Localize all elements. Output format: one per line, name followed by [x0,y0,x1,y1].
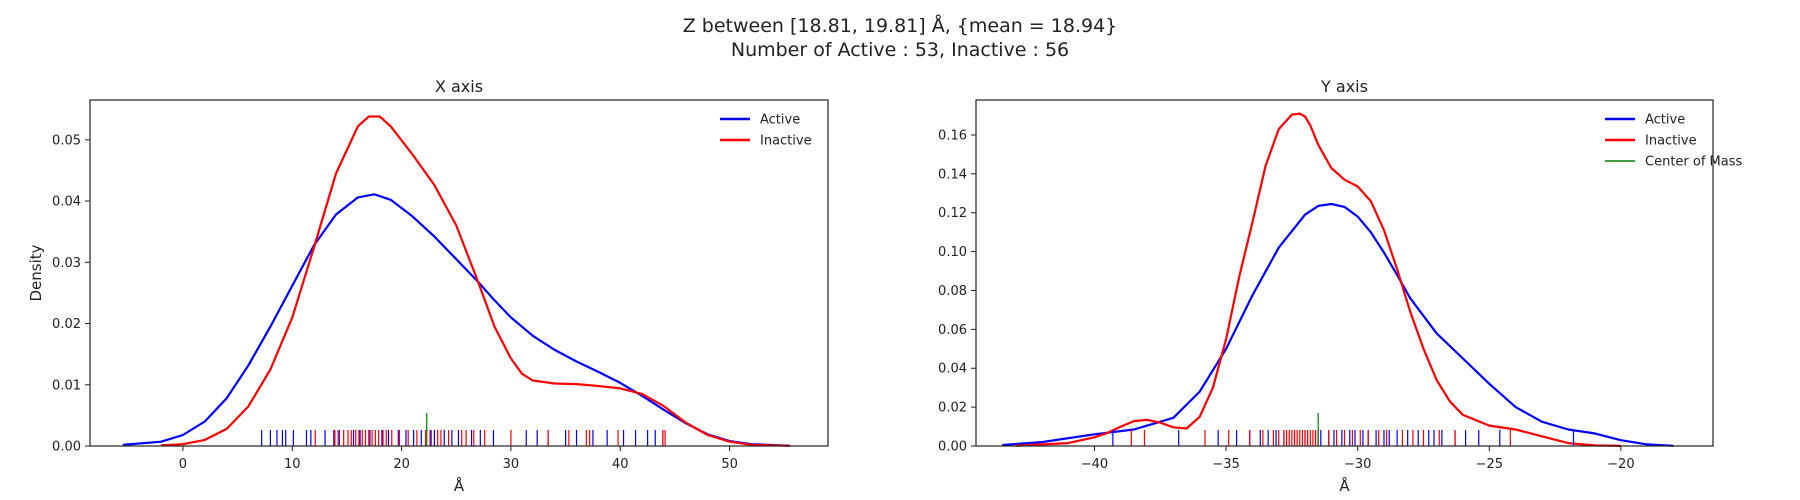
y-tick-label: 0.00 [938,440,967,455]
y-tick-label: 0.12 [938,206,967,221]
plot-frame [89,99,829,447]
y-axis-panel: Y axis −40 −35 −30 −25 −20 0.00 0.02 0.04 0.06 0.0… [938,77,1742,495]
x-tick-label: 20 [393,457,410,472]
x-tick-label: 10 [284,457,301,472]
x-tick-label: 40 [612,457,629,472]
x-tick-label: −30 [1344,457,1371,472]
panel-title: Y axis [1320,77,1368,96]
y-tick-label: 0.08 [938,284,967,299]
y-tick-label: 0.04 [938,362,967,377]
figure-title-line2: Number of Active : 53, Inactive : 56 [731,39,1069,61]
kde-line-active [122,193,790,447]
y-tick-label: 0.06 [938,323,967,338]
y-tick-label: 0.04 [52,195,81,210]
x-tick-label: 50 [721,457,738,472]
x-tick-label: −40 [1081,457,1108,472]
figure-title-line1: Z between [18.81, 19.81] Å, {mean = 18.9… [683,14,1118,37]
x-axis-label: Å [1339,476,1350,495]
x-tick-label: −20 [1607,457,1634,472]
panel-title: X axis [435,77,483,96]
x-axis-panel: X axis 0 10 20 30 40 50 0.00 0.01 0.02 0.03 0.04 0.0… [27,77,829,495]
plot-frame [975,99,1714,447]
legend-label-center-of-mass: Center of Mass [1645,155,1743,170]
x-tick-label: 0 [179,457,187,472]
y-tick-label: 0.05 [52,133,81,148]
y-tick-label: 0.00 [52,440,81,455]
kde-line-inactive [1015,112,1621,447]
y-tick-label: 0.03 [52,256,81,271]
legend-label-inactive: Inactive [1645,134,1697,149]
y-tick-label: 0.02 [52,317,81,332]
x-tick-label: 30 [503,457,520,472]
x-tick-label: −25 [1476,457,1503,472]
y-tick-label: 0.02 [938,401,967,416]
y-tick-label: 0.16 [938,128,967,143]
legend-label-active: Active [1645,113,1685,128]
y-tick-label: 0.14 [938,167,967,182]
legend-label-active: Active [760,113,800,128]
x-tick-label: −35 [1212,457,1239,472]
x-axis-label: Å [454,476,465,495]
y-tick-label: 0.10 [938,245,967,260]
kde-line-inactive [161,115,790,447]
y-axis-label: Density [27,244,45,301]
y-tick-label: 0.01 [52,378,81,393]
kde-line-active [1002,202,1674,447]
legend-label-inactive: Inactive [760,134,812,149]
